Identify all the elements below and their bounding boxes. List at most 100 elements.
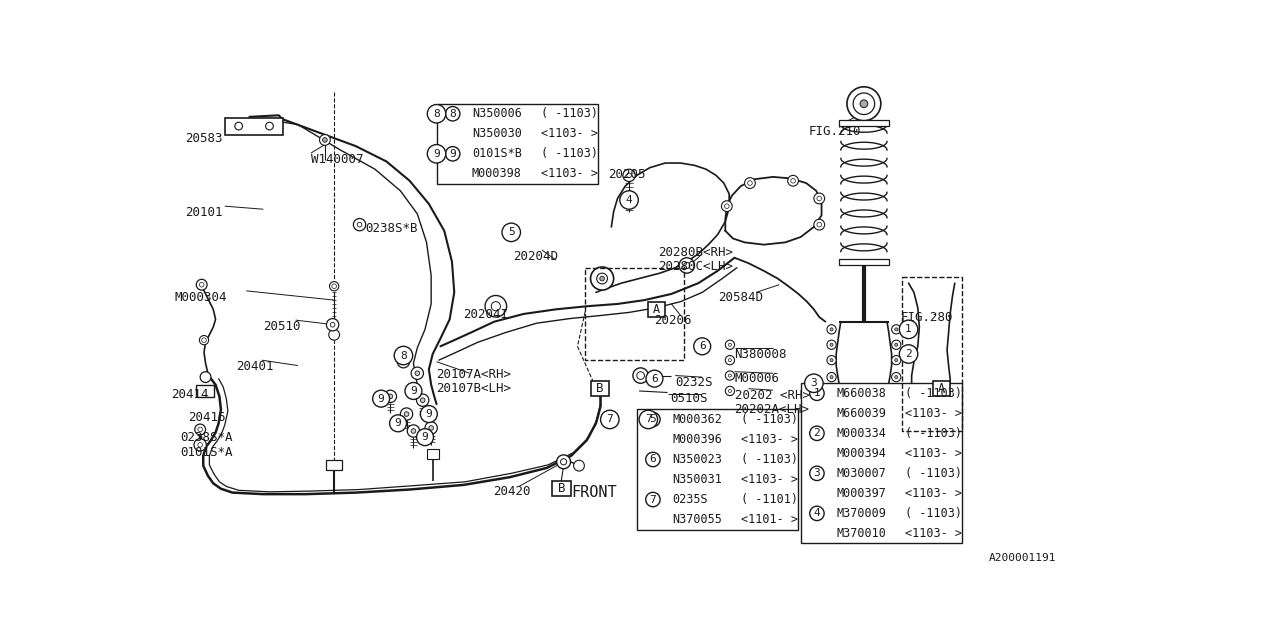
- Text: 9: 9: [421, 432, 429, 442]
- Circle shape: [728, 343, 731, 346]
- Circle shape: [492, 301, 500, 311]
- Circle shape: [748, 180, 753, 186]
- Circle shape: [428, 145, 445, 163]
- Text: 0101S*A: 0101S*A: [180, 447, 233, 460]
- Text: ( -1103): ( -1103): [741, 413, 799, 426]
- Circle shape: [645, 452, 660, 467]
- Circle shape: [860, 100, 868, 108]
- Circle shape: [404, 383, 422, 399]
- Circle shape: [895, 328, 897, 331]
- Text: 20101: 20101: [184, 206, 223, 219]
- Circle shape: [416, 429, 434, 445]
- Text: 20414: 20414: [172, 388, 209, 401]
- Circle shape: [646, 370, 663, 387]
- Circle shape: [787, 175, 799, 186]
- Circle shape: [726, 356, 735, 365]
- Bar: [590, 381, 609, 396]
- Circle shape: [810, 386, 824, 401]
- Text: <1103- >: <1103- >: [741, 473, 799, 486]
- Circle shape: [407, 425, 420, 437]
- Circle shape: [561, 459, 567, 465]
- Text: 20420: 20420: [493, 485, 530, 498]
- Text: 20280C<LH>: 20280C<LH>: [658, 260, 733, 273]
- Text: 9: 9: [433, 148, 440, 159]
- Text: N350031: N350031: [672, 473, 722, 486]
- Circle shape: [200, 335, 209, 345]
- Text: 0510S: 0510S: [669, 392, 708, 406]
- Text: 7: 7: [649, 495, 657, 504]
- Text: M000398: M000398: [472, 167, 522, 180]
- Circle shape: [445, 147, 460, 161]
- Circle shape: [202, 338, 206, 342]
- Circle shape: [892, 356, 901, 365]
- Text: 2: 2: [905, 349, 911, 359]
- Circle shape: [195, 424, 206, 435]
- Text: M000394: M000394: [836, 447, 886, 460]
- Text: M370009: M370009: [836, 507, 886, 520]
- Text: M660038: M660038: [836, 387, 886, 400]
- Text: 20510: 20510: [264, 320, 301, 333]
- Text: 3: 3: [814, 468, 820, 478]
- Text: 0235S: 0235S: [672, 493, 708, 506]
- Text: M370010: M370010: [836, 527, 886, 540]
- Text: B: B: [558, 483, 564, 495]
- Text: 9: 9: [425, 409, 433, 419]
- Circle shape: [827, 340, 836, 349]
- Text: M000362: M000362: [672, 413, 722, 426]
- Circle shape: [411, 429, 416, 433]
- Text: 9: 9: [394, 419, 402, 428]
- Circle shape: [198, 427, 202, 432]
- Circle shape: [892, 372, 901, 381]
- Circle shape: [623, 169, 635, 182]
- Text: M000396: M000396: [672, 433, 722, 446]
- Text: 9: 9: [378, 394, 384, 404]
- Text: B: B: [596, 382, 604, 395]
- Text: <1103- >: <1103- >: [541, 127, 598, 140]
- Circle shape: [420, 398, 425, 403]
- Circle shape: [557, 455, 571, 468]
- Circle shape: [810, 466, 824, 481]
- Bar: [933, 381, 950, 396]
- Circle shape: [600, 276, 604, 281]
- Text: 1: 1: [905, 324, 911, 334]
- Circle shape: [636, 372, 644, 380]
- Circle shape: [620, 191, 639, 209]
- Circle shape: [632, 368, 648, 383]
- Circle shape: [728, 389, 731, 392]
- Circle shape: [234, 122, 242, 130]
- Text: FIG.210: FIG.210: [809, 125, 861, 138]
- Circle shape: [684, 262, 690, 269]
- Circle shape: [425, 422, 438, 434]
- Circle shape: [728, 374, 731, 377]
- Bar: [801, 383, 963, 543]
- Bar: [436, 104, 598, 184]
- Circle shape: [805, 374, 823, 392]
- Text: ( -1103): ( -1103): [741, 453, 799, 466]
- Text: 0238S*A: 0238S*A: [180, 431, 233, 444]
- Circle shape: [814, 193, 824, 204]
- Text: 3: 3: [810, 378, 817, 388]
- Circle shape: [645, 412, 660, 427]
- Circle shape: [590, 267, 613, 290]
- Text: <1101- >: <1101- >: [741, 513, 799, 526]
- Text: 8: 8: [449, 109, 456, 119]
- Circle shape: [847, 87, 881, 121]
- Text: ( -1101): ( -1101): [741, 493, 799, 506]
- Circle shape: [645, 492, 660, 507]
- Circle shape: [895, 343, 897, 346]
- Circle shape: [745, 178, 755, 188]
- Circle shape: [596, 273, 608, 284]
- Text: 5: 5: [649, 415, 657, 424]
- Circle shape: [266, 122, 274, 130]
- Text: 20107A<RH>: 20107A<RH>: [436, 368, 512, 381]
- Bar: [636, 410, 799, 529]
- Text: 4: 4: [626, 195, 632, 205]
- Circle shape: [428, 104, 445, 123]
- Bar: [225, 118, 283, 134]
- Text: M000334: M000334: [836, 427, 886, 440]
- Circle shape: [198, 442, 202, 447]
- Circle shape: [627, 173, 631, 178]
- Circle shape: [332, 284, 337, 289]
- Text: A200001191: A200001191: [989, 553, 1056, 563]
- Circle shape: [895, 358, 897, 362]
